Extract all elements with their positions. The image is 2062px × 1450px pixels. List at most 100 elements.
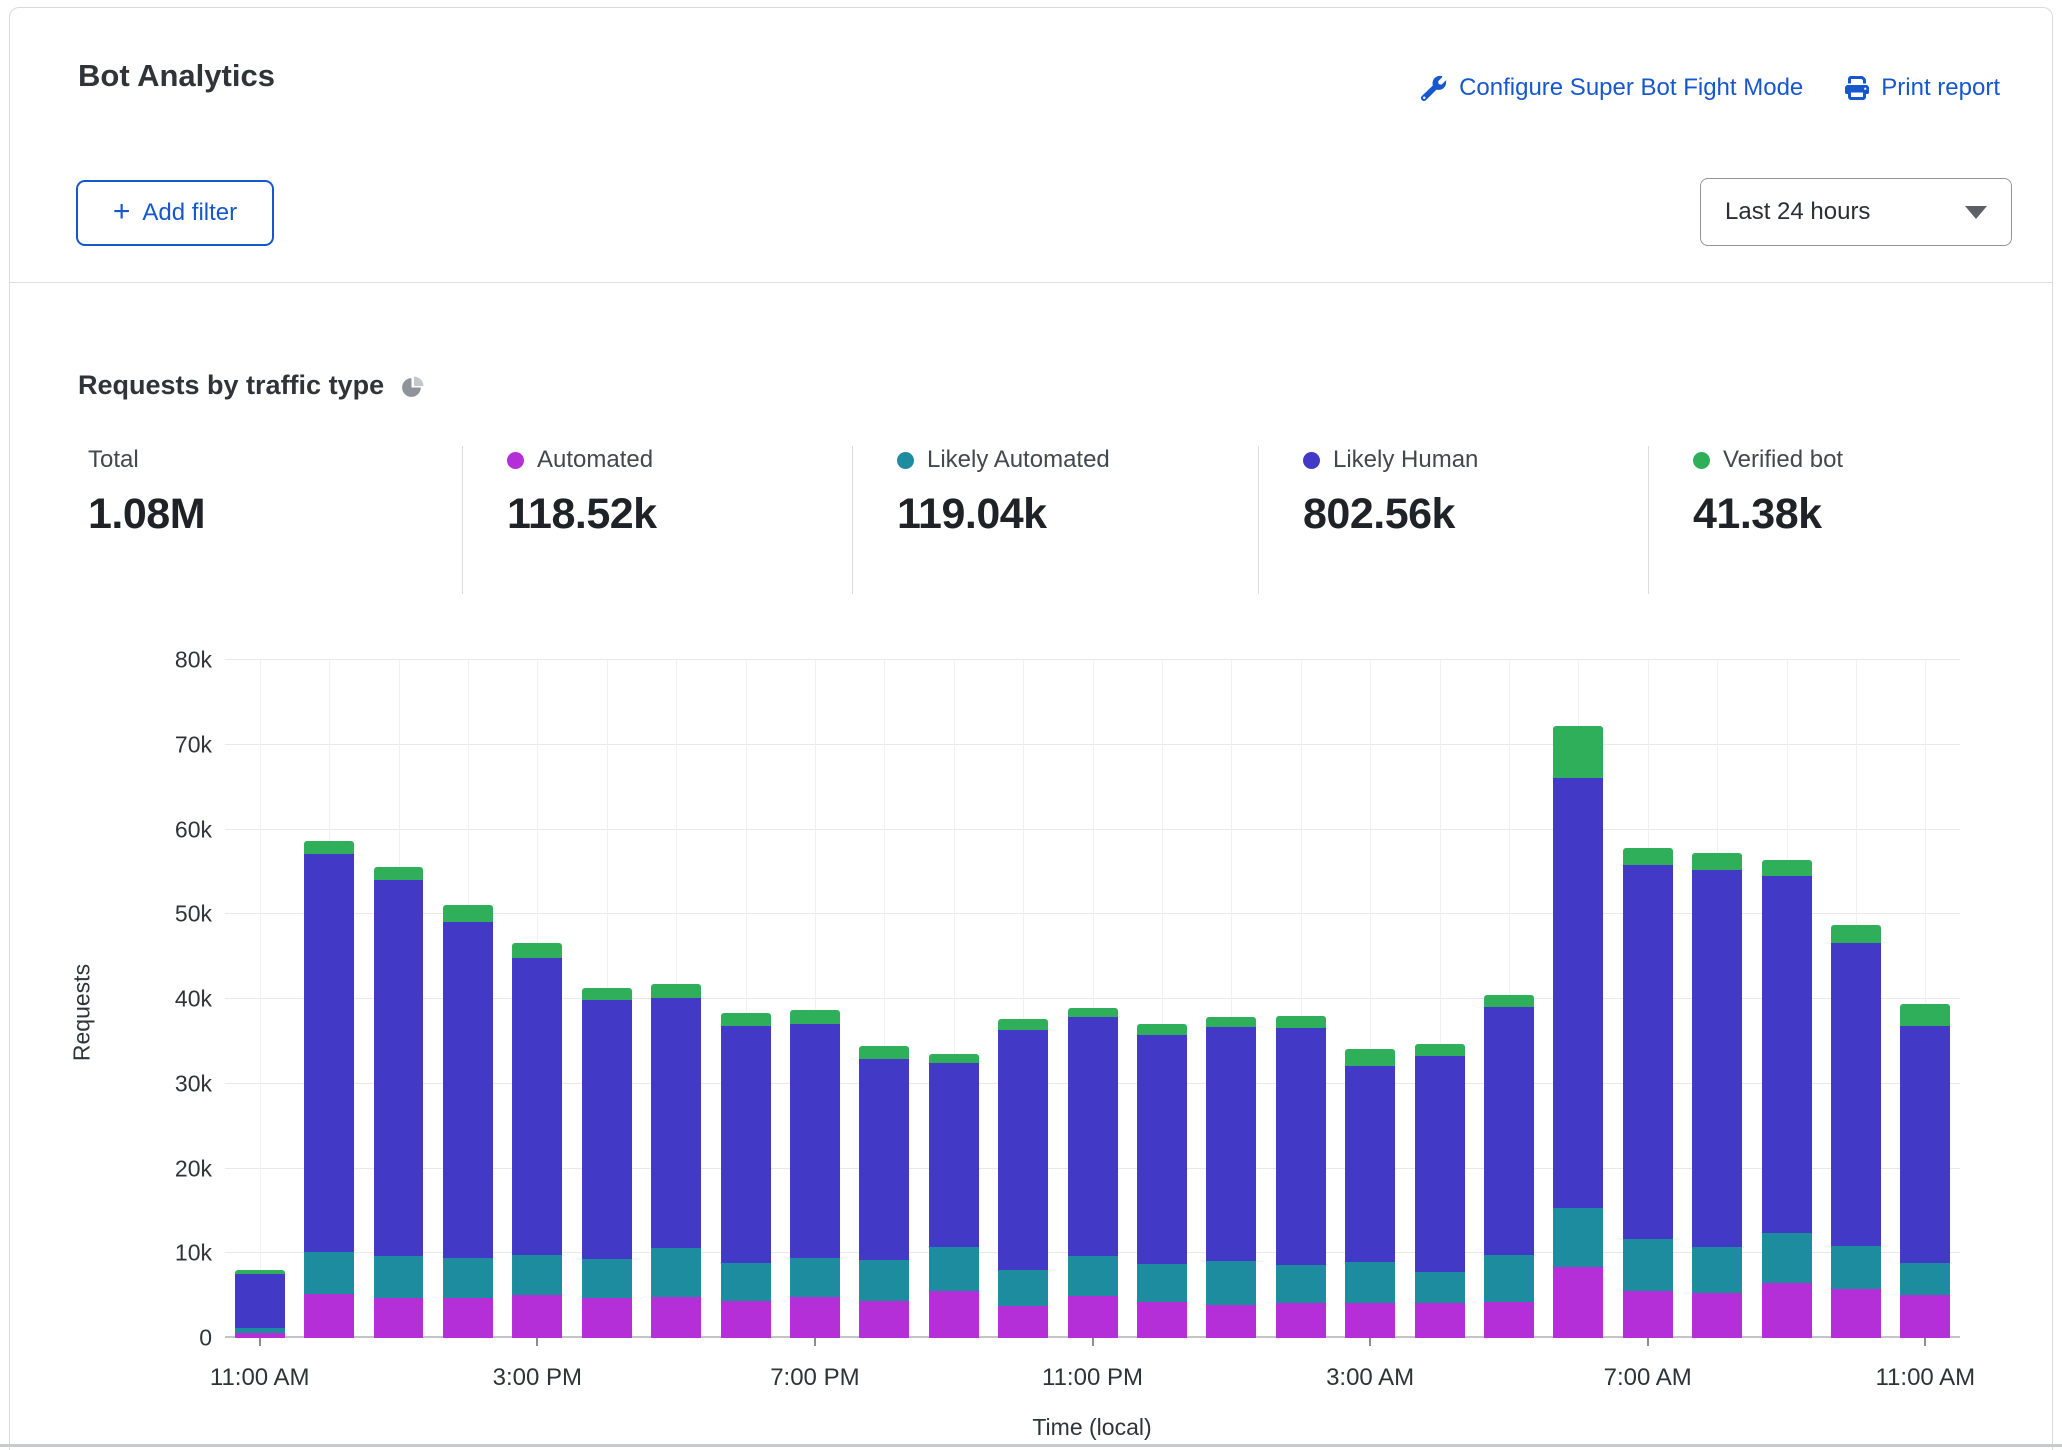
stacked-bar-700pm-8[interactable] — [790, 1010, 840, 1338]
stat-likely-automated[interactable]: Likely Automated 119.04k — [897, 446, 1110, 539]
bar-segment-verified-bot — [651, 984, 701, 998]
y-tick-label: 80k — [132, 647, 212, 674]
time-range-select[interactable]: Last 24 hours — [1700, 178, 2012, 246]
likely-automated-legend-dot — [897, 452, 914, 469]
bar-segment-automated — [929, 1291, 979, 1339]
stacked-bar-500pm-6[interactable] — [651, 984, 701, 1338]
add-filter-button[interactable]: + Add filter — [76, 180, 274, 246]
stacked-bar-600pm-7[interactable] — [721, 1013, 771, 1338]
configure-super-bot-fight-mode-link[interactable]: Configure Super Bot Fight Mode — [1421, 74, 1803, 102]
stacked-bar-900am-22[interactable] — [1762, 860, 1812, 1338]
bar-segment-likely-human — [1276, 1028, 1326, 1265]
stacked-bar-400pm-5[interactable] — [582, 988, 632, 1338]
stat-divider — [1258, 446, 1259, 594]
bar-slot — [503, 660, 572, 1338]
stacked-bar-100pm-2[interactable] — [374, 867, 424, 1338]
bar-segment-verified-bot — [1415, 1044, 1465, 1056]
x-tick-mark — [1092, 1338, 1094, 1346]
bar-segment-verified-bot — [443, 905, 493, 922]
bar-segment-likely-human — [1900, 1026, 1950, 1263]
stat-verified-bot-value: 41.38k — [1693, 490, 1843, 539]
x-tick-mark — [536, 1338, 538, 1346]
chevron-down-icon — [1965, 206, 1987, 219]
stat-automated[interactable]: Automated 118.52k — [507, 446, 657, 539]
stacked-bar-1100pm-12[interactable] — [1068, 1008, 1118, 1338]
bar-segment-verified-bot — [1484, 995, 1534, 1007]
page: Bot Analytics Configure Super Bot Fight … — [0, 0, 2062, 1450]
bar-segment-likely-automated — [1415, 1272, 1465, 1303]
bar-slot — [1821, 660, 1890, 1338]
bar-segment-likely-automated — [998, 1270, 1048, 1306]
x-axis-title: Time (local) — [942, 1414, 1242, 1441]
bar-slot — [780, 660, 849, 1338]
pie-chart-icon — [400, 372, 425, 399]
stacked-bar-1200pm-1[interactable] — [304, 841, 354, 1338]
print-report-link[interactable]: Print report — [1845, 74, 2000, 102]
stat-divider — [852, 446, 853, 594]
bar-segment-likely-human — [651, 998, 701, 1248]
bar-segment-likely-automated — [1900, 1263, 1950, 1295]
stacked-bar-300pm-4[interactable] — [512, 943, 562, 1338]
bar-segment-likely-automated — [790, 1258, 840, 1298]
y-tick-label: 10k — [132, 1240, 212, 1267]
stacked-bar-chart: 11:00 AM3:00 PM7:00 PM11:00 PM3:00 AM7:0… — [225, 660, 1960, 1338]
y-tick-label: 30k — [132, 1070, 212, 1097]
verified-bot-legend-dot — [1693, 452, 1710, 469]
bar-segment-automated — [1068, 1296, 1118, 1338]
bar-slot — [1544, 660, 1613, 1338]
bar-segment-likely-human — [1623, 865, 1673, 1239]
bar-segment-likely-automated — [1623, 1239, 1673, 1291]
bars-layer — [225, 660, 1960, 1338]
bar-slot — [433, 660, 502, 1338]
stacked-bar-900pm-10[interactable] — [929, 1054, 979, 1338]
bar-segment-likely-human — [304, 854, 354, 1252]
x-tick-label: 11:00 AM — [1825, 1364, 2025, 1392]
bar-segment-likely-automated — [859, 1260, 909, 1301]
stat-verified-bot[interactable]: Verified bot 41.38k — [1693, 446, 1843, 539]
stacked-bar-800am-21[interactable] — [1692, 853, 1742, 1338]
bar-slot — [1474, 660, 1543, 1338]
x-tick-mark — [259, 1338, 261, 1346]
y-tick-label: 0 — [132, 1325, 212, 1352]
stacked-bar-800pm-9[interactable] — [859, 1046, 909, 1338]
bar-segment-likely-automated — [1484, 1255, 1534, 1302]
x-tick-label: 11:00 PM — [993, 1364, 1193, 1392]
bar-slot — [364, 660, 433, 1338]
section-title: Requests by traffic type — [78, 370, 425, 401]
bar-segment-likely-human — [929, 1063, 979, 1247]
stat-likely-human-label: Likely Human — [1333, 446, 1478, 474]
stacked-bar-200pm-3[interactable] — [443, 905, 493, 1338]
bar-segment-verified-bot — [1068, 1008, 1118, 1017]
bar-segment-automated — [304, 1294, 354, 1338]
bar-segment-verified-bot — [998, 1019, 1048, 1029]
bar-slot — [1405, 660, 1474, 1338]
stat-likely-human[interactable]: Likely Human 802.56k — [1303, 446, 1478, 539]
bar-slot — [1336, 660, 1405, 1338]
stat-likely-automated-value: 119.04k — [897, 490, 1110, 539]
stacked-bar-1100am-0[interactable] — [235, 1270, 285, 1338]
y-axis-title: Requests — [69, 913, 96, 1113]
stacked-bar-300am-16[interactable] — [1345, 1049, 1395, 1338]
bar-segment-likely-automated — [582, 1259, 632, 1298]
bar-segment-likely-automated — [1068, 1256, 1118, 1296]
stacked-bar-200am-15[interactable] — [1276, 1016, 1326, 1338]
bar-segment-automated — [374, 1298, 424, 1338]
stacked-bar-1000am-23[interactable] — [1831, 925, 1881, 1338]
bar-segment-automated — [582, 1298, 632, 1338]
stacked-bar-500am-18[interactable] — [1484, 995, 1534, 1338]
bar-segment-likely-human — [1831, 943, 1881, 1246]
y-tick-label: 40k — [132, 986, 212, 1013]
stacked-bar-400am-17[interactable] — [1415, 1044, 1465, 1338]
stat-likely-automated-label: Likely Automated — [927, 446, 1110, 474]
add-filter-label: Add filter — [142, 199, 237, 227]
x-tick-label: 3:00 AM — [1270, 1364, 1470, 1392]
bar-slot — [1683, 660, 1752, 1338]
stacked-bar-1000pm-11[interactable] — [998, 1019, 1048, 1338]
bar-segment-automated — [1484, 1302, 1534, 1338]
stacked-bar-1100am-24[interactable] — [1900, 1004, 1950, 1338]
stacked-bar-700am-20[interactable] — [1623, 848, 1673, 1338]
bar-segment-likely-automated — [929, 1247, 979, 1290]
stacked-bar-600am-19[interactable] — [1553, 726, 1603, 1338]
stacked-bar-100am-14[interactable] — [1206, 1017, 1256, 1338]
stacked-bar-1200am-13[interactable] — [1137, 1024, 1187, 1338]
